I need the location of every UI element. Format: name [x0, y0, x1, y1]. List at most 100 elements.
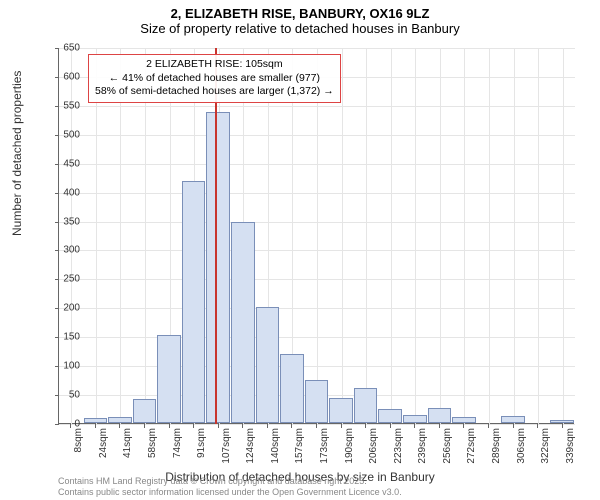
xtick-mark [316, 424, 317, 428]
xtick-mark [341, 424, 342, 428]
ytick-mark [55, 193, 59, 194]
xtick-label: 256sqm [442, 428, 453, 464]
histogram-bar [84, 418, 108, 423]
xtick-label: 322sqm [540, 428, 551, 464]
ytick-mark [55, 366, 59, 367]
xtick-mark [119, 424, 120, 428]
xtick-label: 74sqm [172, 428, 183, 458]
xtick-mark [513, 424, 514, 428]
xtick-mark [169, 424, 170, 428]
ytick-label: 100 [63, 361, 80, 372]
ytick-label: 450 [63, 158, 80, 169]
xtick-mark [537, 424, 538, 428]
chart-container: 2, ELIZABETH RISE, BANBURY, OX16 9LZ Siz… [0, 0, 600, 500]
gridline-v [342, 48, 343, 424]
xtick-mark [562, 424, 563, 428]
xtick-label: 306sqm [516, 428, 527, 464]
xtick-mark [193, 424, 194, 428]
gridline-v [366, 48, 367, 424]
ytick-label: 350 [63, 216, 80, 227]
histogram-bar [305, 380, 329, 423]
xtick-label: 58sqm [147, 428, 158, 458]
xtick-mark [70, 424, 71, 428]
ytick-mark [55, 77, 59, 78]
histogram-bar [108, 417, 132, 423]
histogram-bar [206, 112, 230, 423]
footer-line1: Contains HM Land Registry data © Crown c… [58, 476, 402, 487]
gridline-v [391, 48, 392, 424]
ytick-mark [55, 424, 59, 425]
xtick-label: 91sqm [196, 428, 207, 458]
histogram-bar [403, 415, 427, 423]
histogram-bar [280, 354, 304, 423]
xtick-label: 272sqm [466, 428, 477, 464]
xtick-mark [439, 424, 440, 428]
footer-attribution: Contains HM Land Registry data © Crown c… [58, 476, 402, 498]
xtick-mark [95, 424, 96, 428]
xtick-label: 173sqm [319, 428, 330, 464]
xtick-label: 124sqm [245, 428, 256, 464]
histogram-bar [133, 399, 157, 423]
xtick-label: 223sqm [393, 428, 404, 464]
gridline-v [145, 48, 146, 424]
annotation-line3: 58% of semi-detached houses are larger (… [95, 85, 334, 99]
xtick-mark [291, 424, 292, 428]
xtick-mark [144, 424, 145, 428]
xtick-label: 41sqm [122, 428, 133, 458]
histogram-bar [550, 420, 574, 423]
plot-region [58, 48, 574, 424]
ytick-label: 50 [69, 390, 80, 401]
xtick-label: 289sqm [491, 428, 502, 464]
gridline-v [563, 48, 564, 424]
histogram-bar [378, 409, 402, 423]
ytick-mark [55, 164, 59, 165]
xtick-label: 190sqm [344, 428, 355, 464]
ytick-mark [55, 222, 59, 223]
xtick-mark [488, 424, 489, 428]
gridline-v [489, 48, 490, 424]
histogram-bar [182, 181, 206, 423]
histogram-bar [231, 222, 255, 423]
property-marker-line [215, 48, 217, 424]
xtick-mark [390, 424, 391, 428]
ytick-label: 0 [74, 419, 80, 430]
xtick-label: 140sqm [270, 428, 281, 464]
ytick-label: 200 [63, 303, 80, 314]
ytick-mark [55, 106, 59, 107]
xtick-label: 339sqm [565, 428, 576, 464]
gridline-h [59, 424, 575, 425]
histogram-bar [256, 307, 280, 423]
xtick-label: 206sqm [368, 428, 379, 464]
histogram-bar [452, 417, 476, 423]
ytick-mark [55, 250, 59, 251]
gridline-v [96, 48, 97, 424]
gridline-v [464, 48, 465, 424]
xtick-mark [267, 424, 268, 428]
xtick-label: 24sqm [98, 428, 109, 458]
ytick-mark [55, 395, 59, 396]
gridline-v [514, 48, 515, 424]
xtick-mark [414, 424, 415, 428]
chart-area: 2 ELIZABETH RISE: 105sqm ← 41% of detach… [58, 48, 574, 424]
ytick-label: 500 [63, 129, 80, 140]
xtick-mark [242, 424, 243, 428]
ytick-label: 650 [63, 43, 80, 54]
gridline-v [415, 48, 416, 424]
gridline-v [538, 48, 539, 424]
ytick-mark [55, 308, 59, 309]
gridline-v [120, 48, 121, 424]
gridline-v [440, 48, 441, 424]
histogram-bar [354, 388, 378, 423]
xtick-label: 8sqm [73, 428, 84, 452]
xtick-label: 107sqm [221, 428, 232, 464]
ytick-mark [55, 279, 59, 280]
ytick-mark [55, 48, 59, 49]
ytick-mark [55, 135, 59, 136]
chart-title: 2, ELIZABETH RISE, BANBURY, OX16 9LZ [0, 0, 600, 21]
histogram-bar [501, 416, 525, 423]
annotation-box: 2 ELIZABETH RISE: 105sqm ← 41% of detach… [88, 54, 341, 103]
ytick-label: 400 [63, 187, 80, 198]
histogram-bar [329, 398, 353, 423]
histogram-bar [428, 408, 452, 423]
ytick-label: 550 [63, 100, 80, 111]
